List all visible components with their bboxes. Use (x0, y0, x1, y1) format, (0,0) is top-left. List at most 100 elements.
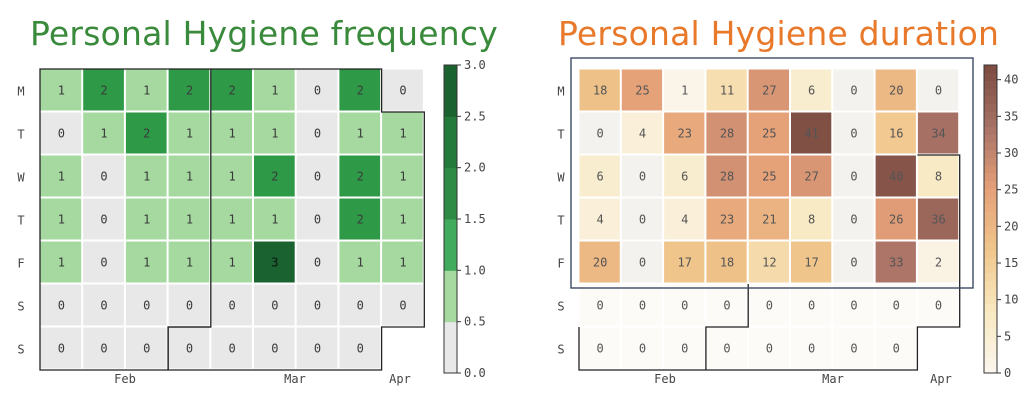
colorbar-tick-label: 0.0 (464, 366, 486, 380)
cell-value-label: 2 (100, 84, 107, 98)
cell-value-label: 1 (229, 127, 236, 141)
colorbar-segment (984, 249, 997, 258)
cell-value-label: 0 (399, 299, 406, 313)
heatmap-cell (916, 283, 960, 327)
heatmap-cell (381, 68, 424, 112)
heatmap-cell (663, 68, 706, 112)
cell-value-label: 0 (100, 299, 107, 313)
heatmap-cell (620, 240, 664, 284)
cell-value-label: 23 (678, 127, 692, 141)
colorbar-tick-label: 20 (1004, 219, 1018, 233)
row-label: T (17, 214, 24, 228)
cell-value-label: 0 (100, 256, 107, 270)
cell-value-label: 0 (314, 342, 321, 356)
heatmap-cell (832, 283, 875, 327)
cell-value-label: 0 (186, 299, 193, 313)
heatmap-cell (874, 111, 917, 155)
heatmap-cell (790, 240, 833, 284)
chart-title-frequency: Personal Hygiene frequency (30, 14, 498, 53)
cell-value-label: 0 (850, 342, 857, 356)
colorbar-segment (984, 311, 997, 320)
cell-value-label: 17 (678, 256, 692, 270)
cell-value-label: 36 (931, 213, 945, 227)
cell-value-label: 25 (762, 127, 776, 141)
column-label: Mar (822, 372, 844, 386)
cell-value-label: 1 (186, 256, 193, 270)
cell-value-label: 26 (889, 213, 903, 227)
cell-value-label: 0 (399, 84, 406, 98)
row-label: S (17, 343, 24, 357)
heatmap-cell (338, 111, 382, 155)
colorbar-segment (984, 172, 997, 181)
cell-value-label: 0 (723, 299, 730, 313)
heatmap-cell (578, 111, 621, 155)
cell-value-label: 0 (681, 342, 688, 356)
cell-value-label: 25 (762, 170, 776, 184)
cell-value-label: 0 (314, 84, 321, 98)
cell-value-label: 20 (593, 256, 607, 270)
cell-value-label: 6 (597, 170, 604, 184)
colorbar-segment (984, 149, 997, 158)
heatmap-cell (663, 154, 706, 198)
chart-title-duration: Personal Hygiene duration (558, 14, 1000, 53)
cell-value-label: 0 (850, 299, 857, 313)
cell-value-label: 1 (100, 127, 107, 141)
month-border-mar (705, 154, 961, 371)
colorbar-segment (984, 234, 997, 243)
colorbar-segment (984, 219, 997, 228)
heatmap-cell (747, 283, 791, 327)
cell-value-label: 0 (314, 213, 321, 227)
heatmap-cell (705, 240, 748, 284)
cell-value-label: 0 (314, 127, 321, 141)
heatmap-cell (663, 326, 706, 370)
colorbar-segment (984, 303, 997, 312)
heatmap-cell (705, 197, 748, 241)
heatmap-cell (381, 283, 424, 327)
colorbar-segment (984, 157, 997, 166)
cell-value-label: 0 (766, 342, 773, 356)
cell-value-label: 0 (893, 342, 900, 356)
cell-value-label: 11 (720, 84, 734, 98)
heatmap-cell (295, 283, 339, 327)
cell-value-label: 0 (850, 84, 857, 98)
cell-value-label: 0 (143, 299, 150, 313)
heatmap-cell (210, 240, 254, 284)
heatmap-cell (124, 111, 168, 155)
cell-value-label: 1 (357, 127, 364, 141)
cell-value-label: 28 (720, 127, 734, 141)
cell-value-label: 0 (639, 299, 646, 313)
colorbar-tick-label: 1.0 (464, 263, 486, 277)
colorbar-segment (984, 134, 997, 143)
cell-value-label: 1 (58, 256, 65, 270)
cell-value-label: 0 (314, 170, 321, 184)
colorbar-segment (984, 272, 997, 282)
colorbar-tick-label: 15 (1004, 256, 1018, 270)
cell-value-label: 2 (186, 84, 193, 98)
cell-value-label: 0 (639, 256, 646, 270)
heatmap-cell (747, 111, 791, 155)
heatmap-cell (874, 68, 917, 112)
heatmap-cell (832, 68, 875, 112)
heatmap-cell (295, 68, 339, 112)
colorbar: 0.0 0.5 1.0 1.5 2.0 2.5 3.0 (443, 58, 486, 380)
heatmap-cell (916, 154, 960, 198)
heatmap-cell (916, 68, 960, 112)
heatmap-cell (747, 68, 791, 112)
heatmap-cell (620, 283, 664, 327)
heatmap-cell (663, 240, 706, 284)
cell-value-label: 1 (143, 256, 150, 270)
colorbar-segment (984, 319, 997, 328)
cell-value-label: 41 (804, 127, 818, 141)
colorbar-segment (984, 165, 997, 174)
colorbar-tick-label: 40 (1004, 73, 1018, 87)
heatmap-cell (790, 154, 833, 198)
heatmap-cell (338, 283, 382, 327)
heatmap-cell (167, 283, 211, 327)
heatmap-cell (39, 111, 83, 155)
heatmap-cell (578, 154, 621, 198)
heatmap-cell (747, 197, 791, 241)
row-label: T (557, 128, 564, 142)
heatmap-cell (790, 197, 833, 241)
heatmap-cell (790, 111, 833, 155)
